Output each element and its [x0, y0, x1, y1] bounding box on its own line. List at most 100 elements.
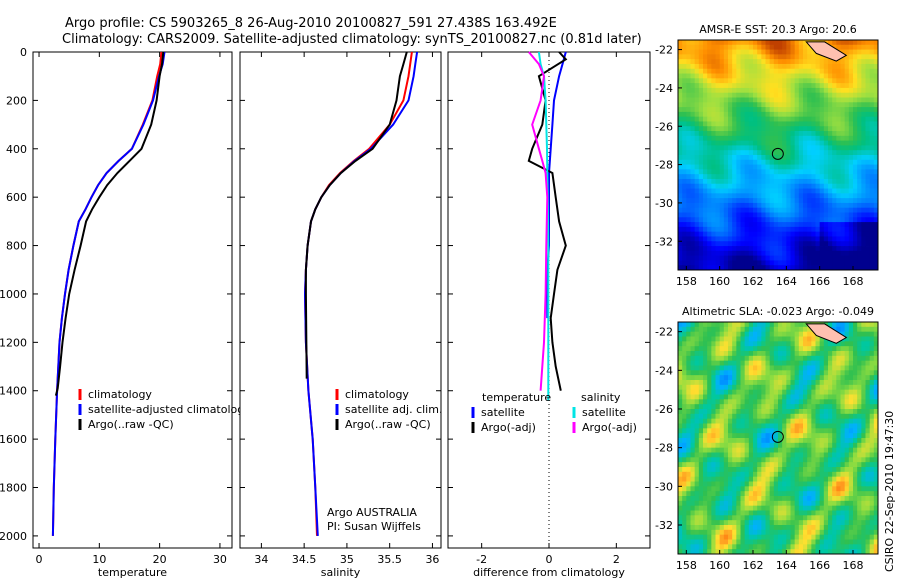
sst-cell: [761, 174, 766, 180]
sla-cell: [815, 452, 821, 458]
sla-cell: [757, 500, 762, 507]
sla-cell: [690, 447, 696, 453]
sla-cell: [690, 326, 696, 333]
sst-cell: [740, 255, 746, 261]
sst-cell: [840, 87, 846, 94]
sla-cell: [815, 399, 821, 405]
sla-cell: [848, 370, 854, 376]
sst-cell: [873, 246, 879, 252]
sla-cell: [782, 471, 787, 478]
sst-cell: [832, 40, 837, 46]
sst-cell: [765, 145, 771, 151]
sla-cell: [740, 534, 746, 540]
sst-cell: [707, 102, 712, 108]
sla-cell: [811, 418, 816, 424]
sla-cell: [753, 525, 758, 531]
sla-cell: [840, 433, 846, 439]
sla-cell: [811, 428, 816, 434]
sla-cell: [873, 423, 879, 429]
sla-cell: [732, 380, 737, 386]
sla-cell: [840, 418, 846, 424]
sla-cell: [815, 520, 821, 526]
sla-cell: [711, 486, 716, 492]
sla-cell: [861, 438, 866, 444]
sla-cell: [798, 404, 804, 410]
sst-cells: [678, 40, 879, 271]
sla-cell: [690, 520, 696, 526]
difference-xtick-label: 2: [613, 553, 620, 566]
sst-cell: [707, 97, 712, 103]
sla-cell: [748, 384, 754, 391]
sla-cell: [786, 341, 791, 347]
sla-cell: [869, 520, 875, 526]
sla-cell: [844, 409, 850, 415]
sst-cell: [698, 193, 704, 199]
sla-cell: [690, 399, 696, 405]
sst-cell: [769, 78, 775, 84]
sla-cell: [732, 433, 737, 439]
sst-cell: [794, 150, 800, 156]
sla-cell: [740, 418, 746, 424]
sla-cell: [873, 384, 879, 391]
sla-cell: [757, 510, 762, 516]
sla-cell: [728, 384, 733, 391]
sst-cell: [690, 246, 696, 252]
sst-cell: [698, 159, 704, 165]
sla-cell: [723, 471, 729, 478]
sla-cell: [761, 404, 766, 410]
sla-cell: [723, 370, 729, 376]
sla-cell: [782, 515, 787, 521]
sla-cell: [728, 389, 733, 395]
sla-cell: [844, 520, 850, 526]
sla-cell: [686, 360, 691, 366]
sla-cell: [861, 423, 866, 429]
sla-cell: [703, 399, 708, 405]
sla-cell: [698, 428, 704, 434]
sst-cell: [694, 145, 700, 151]
sla-cell: [865, 467, 871, 473]
sla-cell: [682, 360, 687, 366]
sst-cell: [865, 83, 871, 89]
sla-cell: [794, 428, 800, 434]
sst-cell: [773, 212, 779, 218]
difference-series-line: [527, 51, 568, 391]
sla-cell: [753, 452, 758, 458]
sst-cell: [790, 236, 796, 242]
sst-cell: [844, 236, 850, 242]
sla-cell: [803, 375, 808, 381]
sla-cell: [773, 341, 779, 347]
sst-cell: [840, 183, 846, 189]
sla-cell: [865, 486, 871, 492]
sst-cell: [778, 183, 783, 189]
sla-cell: [719, 346, 725, 352]
sla-cell: [861, 384, 866, 391]
sst-cell: [678, 59, 683, 65]
sst-cell: [832, 111, 837, 118]
sla-cell: [828, 375, 833, 381]
sst-cell: [782, 107, 787, 113]
sla-cell: [823, 500, 829, 507]
sla-cell: [857, 351, 862, 357]
sla-cell: [815, 351, 821, 357]
sst-cell: [823, 174, 829, 180]
sla-cell: [832, 423, 837, 429]
sst-cell: [869, 169, 875, 175]
sst-cell: [703, 107, 708, 113]
sst-cell: [794, 102, 800, 108]
sla-cell: [782, 544, 787, 550]
sst-cell: [861, 236, 866, 242]
sla-cell: [757, 428, 762, 434]
sla-cell: [707, 423, 712, 429]
sst-cell: [790, 145, 796, 151]
sla-cell: [848, 467, 854, 473]
sla-cell: [753, 355, 758, 362]
sst-cell: [782, 97, 787, 103]
sst-cell: [732, 169, 737, 175]
sla-cell: [690, 481, 696, 487]
sst-cell: [690, 40, 696, 46]
sla-cell: [869, 452, 875, 458]
sla-cell: [819, 452, 825, 458]
sst-cell: [819, 164, 825, 170]
sst-cell: [723, 193, 729, 199]
sst-cell: [698, 241, 704, 247]
